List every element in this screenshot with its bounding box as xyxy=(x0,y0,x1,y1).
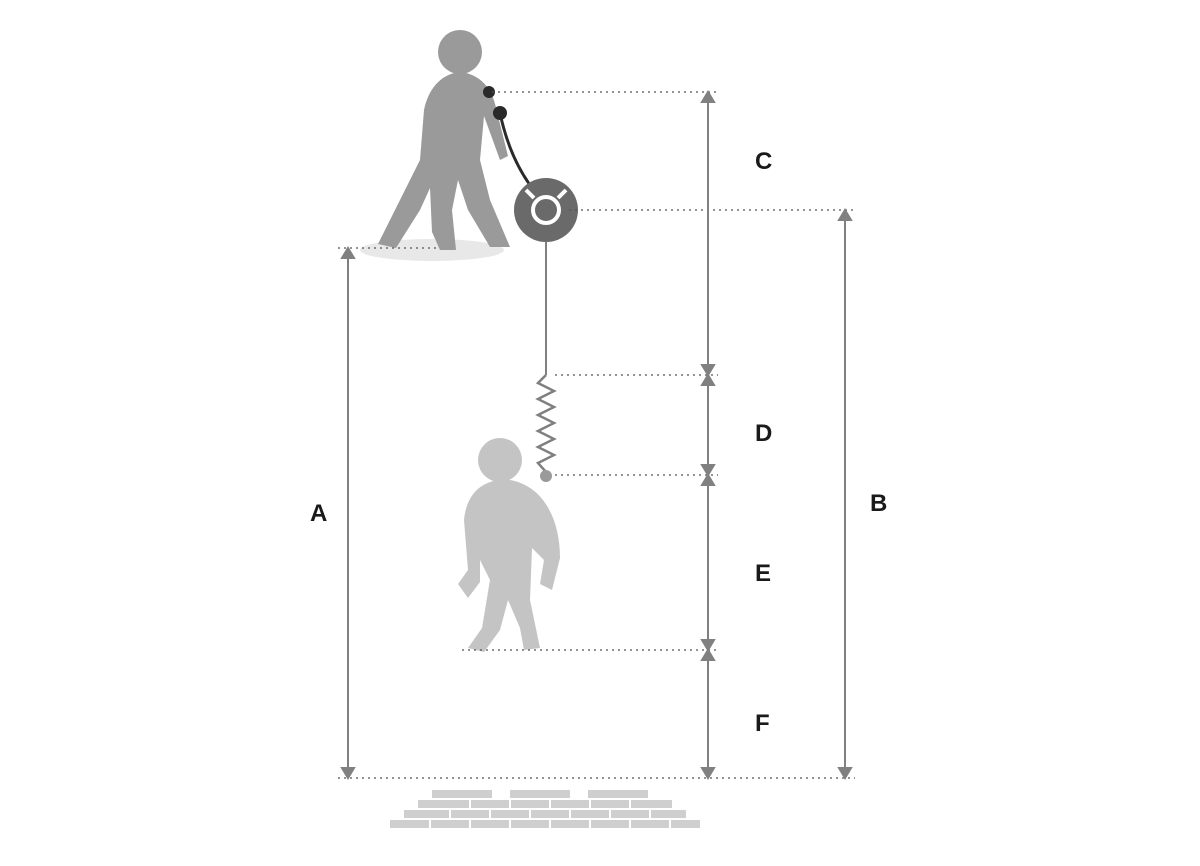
label-F: F xyxy=(755,710,770,738)
label-E: E xyxy=(755,560,771,588)
diagram-canvas xyxy=(0,0,1200,861)
person-top xyxy=(378,30,510,250)
absorber-end-dot xyxy=(540,470,552,482)
label-A: A xyxy=(310,500,327,528)
diagram-svg xyxy=(0,0,1200,861)
label-C: C xyxy=(755,148,772,176)
brick-base xyxy=(390,790,700,828)
device-body xyxy=(514,178,578,242)
label-D: D xyxy=(755,420,772,448)
energy-absorber xyxy=(538,375,554,472)
label-B: B xyxy=(870,490,887,518)
